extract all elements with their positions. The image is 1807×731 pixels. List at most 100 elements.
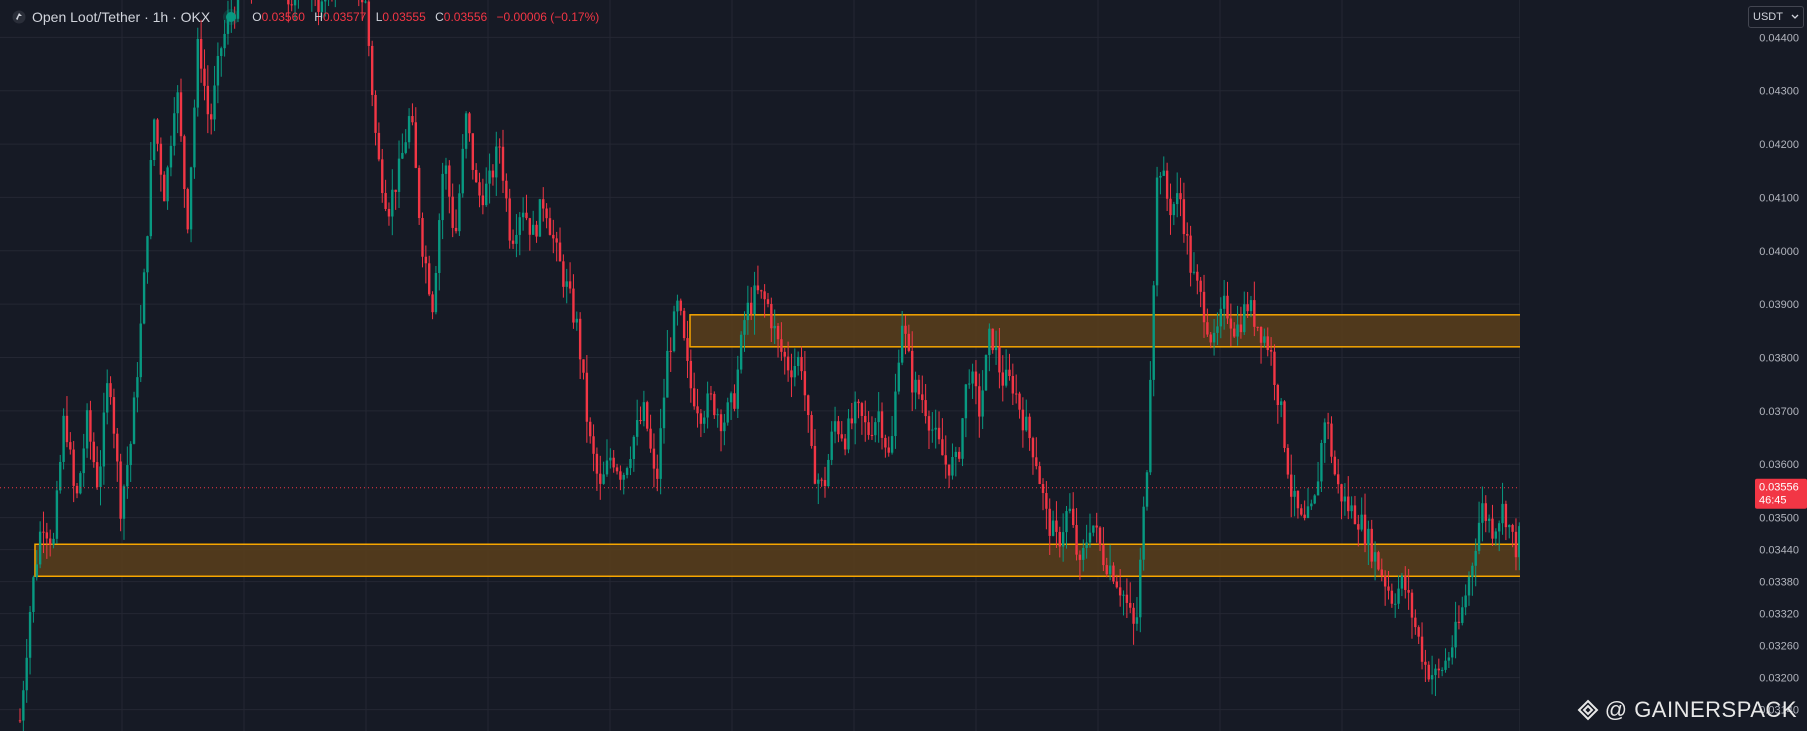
candle-body: [1129, 602, 1132, 608]
candle-body: [1004, 369, 1008, 386]
candle-body: [293, 0, 297, 6]
candle-body: [1219, 308, 1222, 327]
candle-body: [635, 420, 639, 437]
candle-body: [860, 403, 864, 416]
y-tick-label: 0.03800: [1759, 352, 1799, 364]
candle-body: [766, 299, 770, 304]
candle-body: [166, 167, 169, 202]
candle-body: [495, 146, 498, 178]
y-tick-label: 0.03600: [1759, 459, 1799, 471]
candle-body: [491, 170, 495, 178]
candle-body: [525, 212, 528, 219]
candle-body: [578, 318, 582, 360]
candle-body: [1038, 466, 1041, 484]
candle-body: [1494, 531, 1498, 539]
y-tick-label: 0.03140: [1759, 705, 1799, 717]
symbol-title[interactable]: Open Loot/Tether · 1h · OKX: [32, 9, 211, 25]
candle-body: [904, 325, 907, 334]
candle-body: [1360, 514, 1363, 530]
candle-body: [696, 406, 699, 414]
candle-body: [1011, 376, 1015, 394]
candle-body: [1357, 524, 1360, 530]
candle-body: [1336, 474, 1340, 485]
candle-body: [729, 393, 733, 403]
y-tick-label: 0.03440: [1759, 545, 1799, 557]
candle-body: [857, 401, 860, 404]
candle-body: [1340, 484, 1343, 502]
candle-body: [1048, 508, 1051, 536]
candle-body: [387, 208, 391, 217]
candle-body: [978, 386, 981, 417]
candle-body: [521, 212, 525, 218]
candle-body: [468, 113, 471, 134]
candle-body: [22, 690, 25, 721]
candle-body: [1212, 332, 1216, 343]
candle-body: [287, 0, 290, 5]
candle-body: [1518, 526, 1521, 558]
candle-body: [1333, 456, 1337, 475]
candle-body: [139, 323, 142, 378]
candle-body: [1118, 587, 1122, 596]
candle-body: [874, 422, 877, 436]
candle-body: [786, 356, 790, 371]
y-tick-label: 0.03200: [1759, 673, 1799, 685]
candle-body: [931, 429, 934, 431]
candle-body: [126, 465, 129, 487]
candle-body: [629, 459, 632, 469]
candle-body: [1236, 324, 1239, 337]
candle-body: [106, 383, 109, 413]
candle-body: [833, 421, 837, 432]
candle-body: [753, 285, 756, 315]
y-tick-label: 0.04300: [1759, 86, 1799, 98]
candle-body: [1461, 607, 1464, 623]
candle-body: [1417, 627, 1420, 637]
candle-body: [864, 415, 867, 423]
candle-body: [1511, 525, 1514, 532]
candle-body: [505, 180, 508, 199]
price-axis[interactable]: 0.04400 0.04300 0.04200 0.04100 0.04000 0.039…: [1520, 0, 1807, 731]
candle-body: [709, 393, 713, 395]
candle-body: [703, 417, 706, 424]
currency-dropdown[interactable]: USDT: [1748, 6, 1804, 28]
candle-body: [1447, 657, 1451, 661]
candle-body: [152, 119, 156, 161]
candle-body: [1186, 234, 1189, 236]
candle-body: [1497, 523, 1501, 532]
candle-body: [558, 242, 562, 262]
candle-body: [223, 33, 226, 49]
candle-body: [404, 142, 407, 153]
candle-body: [763, 291, 766, 300]
currency-label: USDT: [1753, 11, 1783, 23]
market-status-icon[interactable]: [226, 12, 237, 22]
symbol-legend: Open Loot/Tether · 1h · OKX O0.03560 H0.…: [12, 9, 605, 25]
candle-body: [1072, 508, 1075, 526]
candle-body: [907, 333, 911, 351]
high-label: H: [314, 10, 323, 24]
change-value: −0.00006 (−0.17%): [496, 10, 600, 24]
candle-body: [1149, 379, 1152, 473]
candle-body: [1179, 193, 1182, 200]
y-tick-label: 0.04400: [1759, 32, 1799, 44]
candle-body: [370, 45, 374, 95]
candle-body: [79, 473, 82, 494]
candle-body: [35, 564, 38, 578]
candle-body: [1491, 518, 1494, 539]
candle-body: [119, 461, 122, 519]
candle-body: [783, 351, 786, 357]
candle-body: [937, 427, 941, 440]
candle-body: [1387, 586, 1390, 591]
candle-body: [1430, 675, 1434, 680]
support-zone[interactable]: [34, 543, 1691, 578]
candle-body: [625, 468, 629, 475]
candle-body: [994, 346, 998, 351]
candle-body: [1269, 350, 1273, 352]
candle-body: [203, 68, 206, 86]
candle-body: [1065, 511, 1068, 533]
candle-body: [199, 38, 203, 69]
candle-body: [568, 281, 572, 289]
candle-body: [1088, 532, 1092, 543]
candle-body: [719, 414, 723, 432]
candle-body: [820, 479, 823, 481]
candle-body: [984, 355, 988, 391]
